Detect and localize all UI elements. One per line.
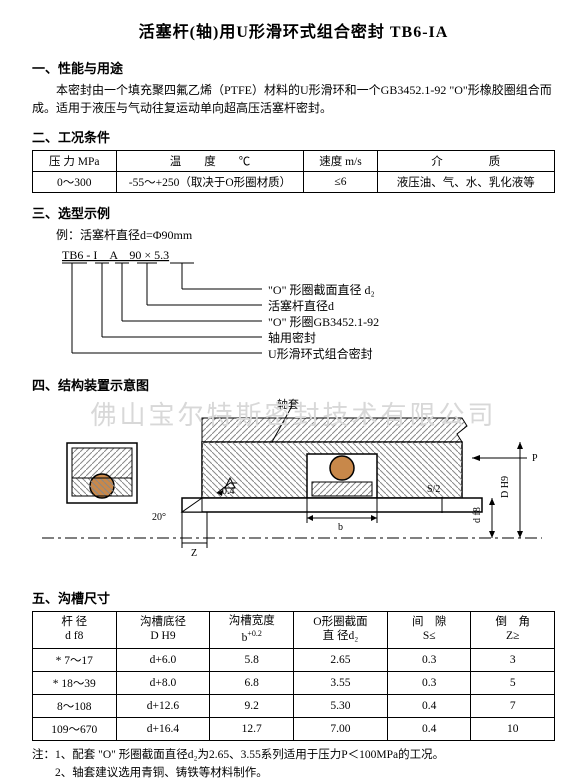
structure-diagram: P b S/2 d f8 D H9 Z — [32, 398, 555, 578]
val-pressure: 0～300 — [33, 172, 117, 193]
svg-text:D H9: D H9 — [500, 476, 511, 498]
note-1: 注：1、配套 "O" 形圈截面直径d₂为2.65、3.55系列适用于压力P＜10… — [32, 747, 555, 764]
h-rod: 杆 径d f8 — [33, 612, 117, 649]
h-Z: 倒 角Z≥ — [471, 612, 555, 649]
sec3-head: 三、选型示例 — [32, 203, 555, 222]
h-D: 沟槽底径D H9 — [116, 612, 210, 649]
svg-text:Z: Z — [191, 548, 197, 559]
sec2-head: 二、工况条件 — [32, 127, 555, 146]
sec4-head: 四、结构装置示意图 — [32, 375, 555, 394]
label-d2: "O" 形圈截面直径 d₂ — [268, 281, 375, 298]
table-row: * 7～17d+6.05.82.650.33 — [33, 649, 555, 672]
designation-diagram: TB6 - I A 90 × 5.3 "O" 形圈截面直径 d₂ 活塞杆直径d … — [32, 245, 555, 365]
sec1-para: 本密封由一个填充聚四氟乙烯（PTFE）材料的U形滑环和一个GB3452.1-92… — [32, 81, 555, 117]
val-temp: -55～+250（取决于O形圈材质） — [116, 172, 304, 193]
col-speed: 速度 m/s — [304, 151, 377, 172]
col-pressure: 压 力 MPa — [33, 151, 117, 172]
conditions-table: 压 力 MPa 温 度 ℃ 速度 m/s 介 质 0～300 -55～+250（… — [32, 150, 555, 193]
notes-block: 注：1、配套 "O" 形圈截面直径d₂为2.65、3.55系列适用于压力P＜10… — [32, 747, 555, 782]
table-row: 压 力 MPa 温 度 ℃ 速度 m/s 介 质 — [33, 151, 555, 172]
table-row: 0～300 -55～+250（取决于O形圈材质） ≤6 液压油、气、水、乳化液等 — [33, 172, 555, 193]
groove-table: 杆 径d f8 沟槽底径D H9 沟槽宽度b+0.2 O形圈截面直 径d₂ 间 … — [32, 611, 555, 741]
left-cross-section — [67, 443, 137, 503]
label-gb: "O" 形圈GB3452.1-92 — [268, 313, 379, 330]
label-d: 活塞杆直径d — [268, 297, 334, 314]
svg-text:d f8: d f8 — [472, 507, 483, 523]
table-row: * 18～39d+8.06.83.550.35 — [33, 672, 555, 695]
table-row: 109～670d+16.412.77.000.410 — [33, 718, 555, 741]
sec5-head: 五、沟槽尺寸 — [32, 588, 555, 607]
example-line: 例：活塞杆直径d=Φ90mm — [32, 226, 555, 243]
col-medium: 介 质 — [377, 151, 555, 172]
col-temp: 温 度 ℃ — [116, 151, 304, 172]
sec1-head: 一、性能与用途 — [32, 58, 555, 77]
h-S: 间 隙S≤ — [387, 612, 471, 649]
note-2: 2、轴套建议选用青铜、铸铁等材料制作。 — [32, 765, 555, 782]
h-b: 沟槽宽度b+0.2 — [210, 612, 294, 649]
sleeve-label: 轴套 — [277, 398, 299, 411]
svg-text:P: P — [532, 453, 538, 464]
svg-text:S/2: S/2 — [427, 484, 440, 495]
table-row: 杆 径d f8 沟槽底径D H9 沟槽宽度b+0.2 O形圈截面直 径d₂ 间 … — [33, 612, 555, 649]
label-axial: 轴用密封 — [268, 329, 316, 346]
table-row: 8～108d+12.69.25.300.47 — [33, 695, 555, 718]
val-speed: ≤6 — [304, 172, 377, 193]
label-useal: U形滑环式组合密封 — [268, 345, 373, 362]
code-text: TB6 - I A 90 × 5.3 — [62, 248, 169, 262]
h-d2: O形圈截面直 径d₂ — [293, 612, 387, 649]
page-title: 活塞杆(轴)用U形滑环式组合密封 TB6-IA — [32, 18, 555, 42]
svg-text:b: b — [338, 522, 343, 533]
val-medium: 液压油、气、水、乳化液等 — [377, 172, 555, 193]
svg-text:20°: 20° — [152, 512, 166, 523]
